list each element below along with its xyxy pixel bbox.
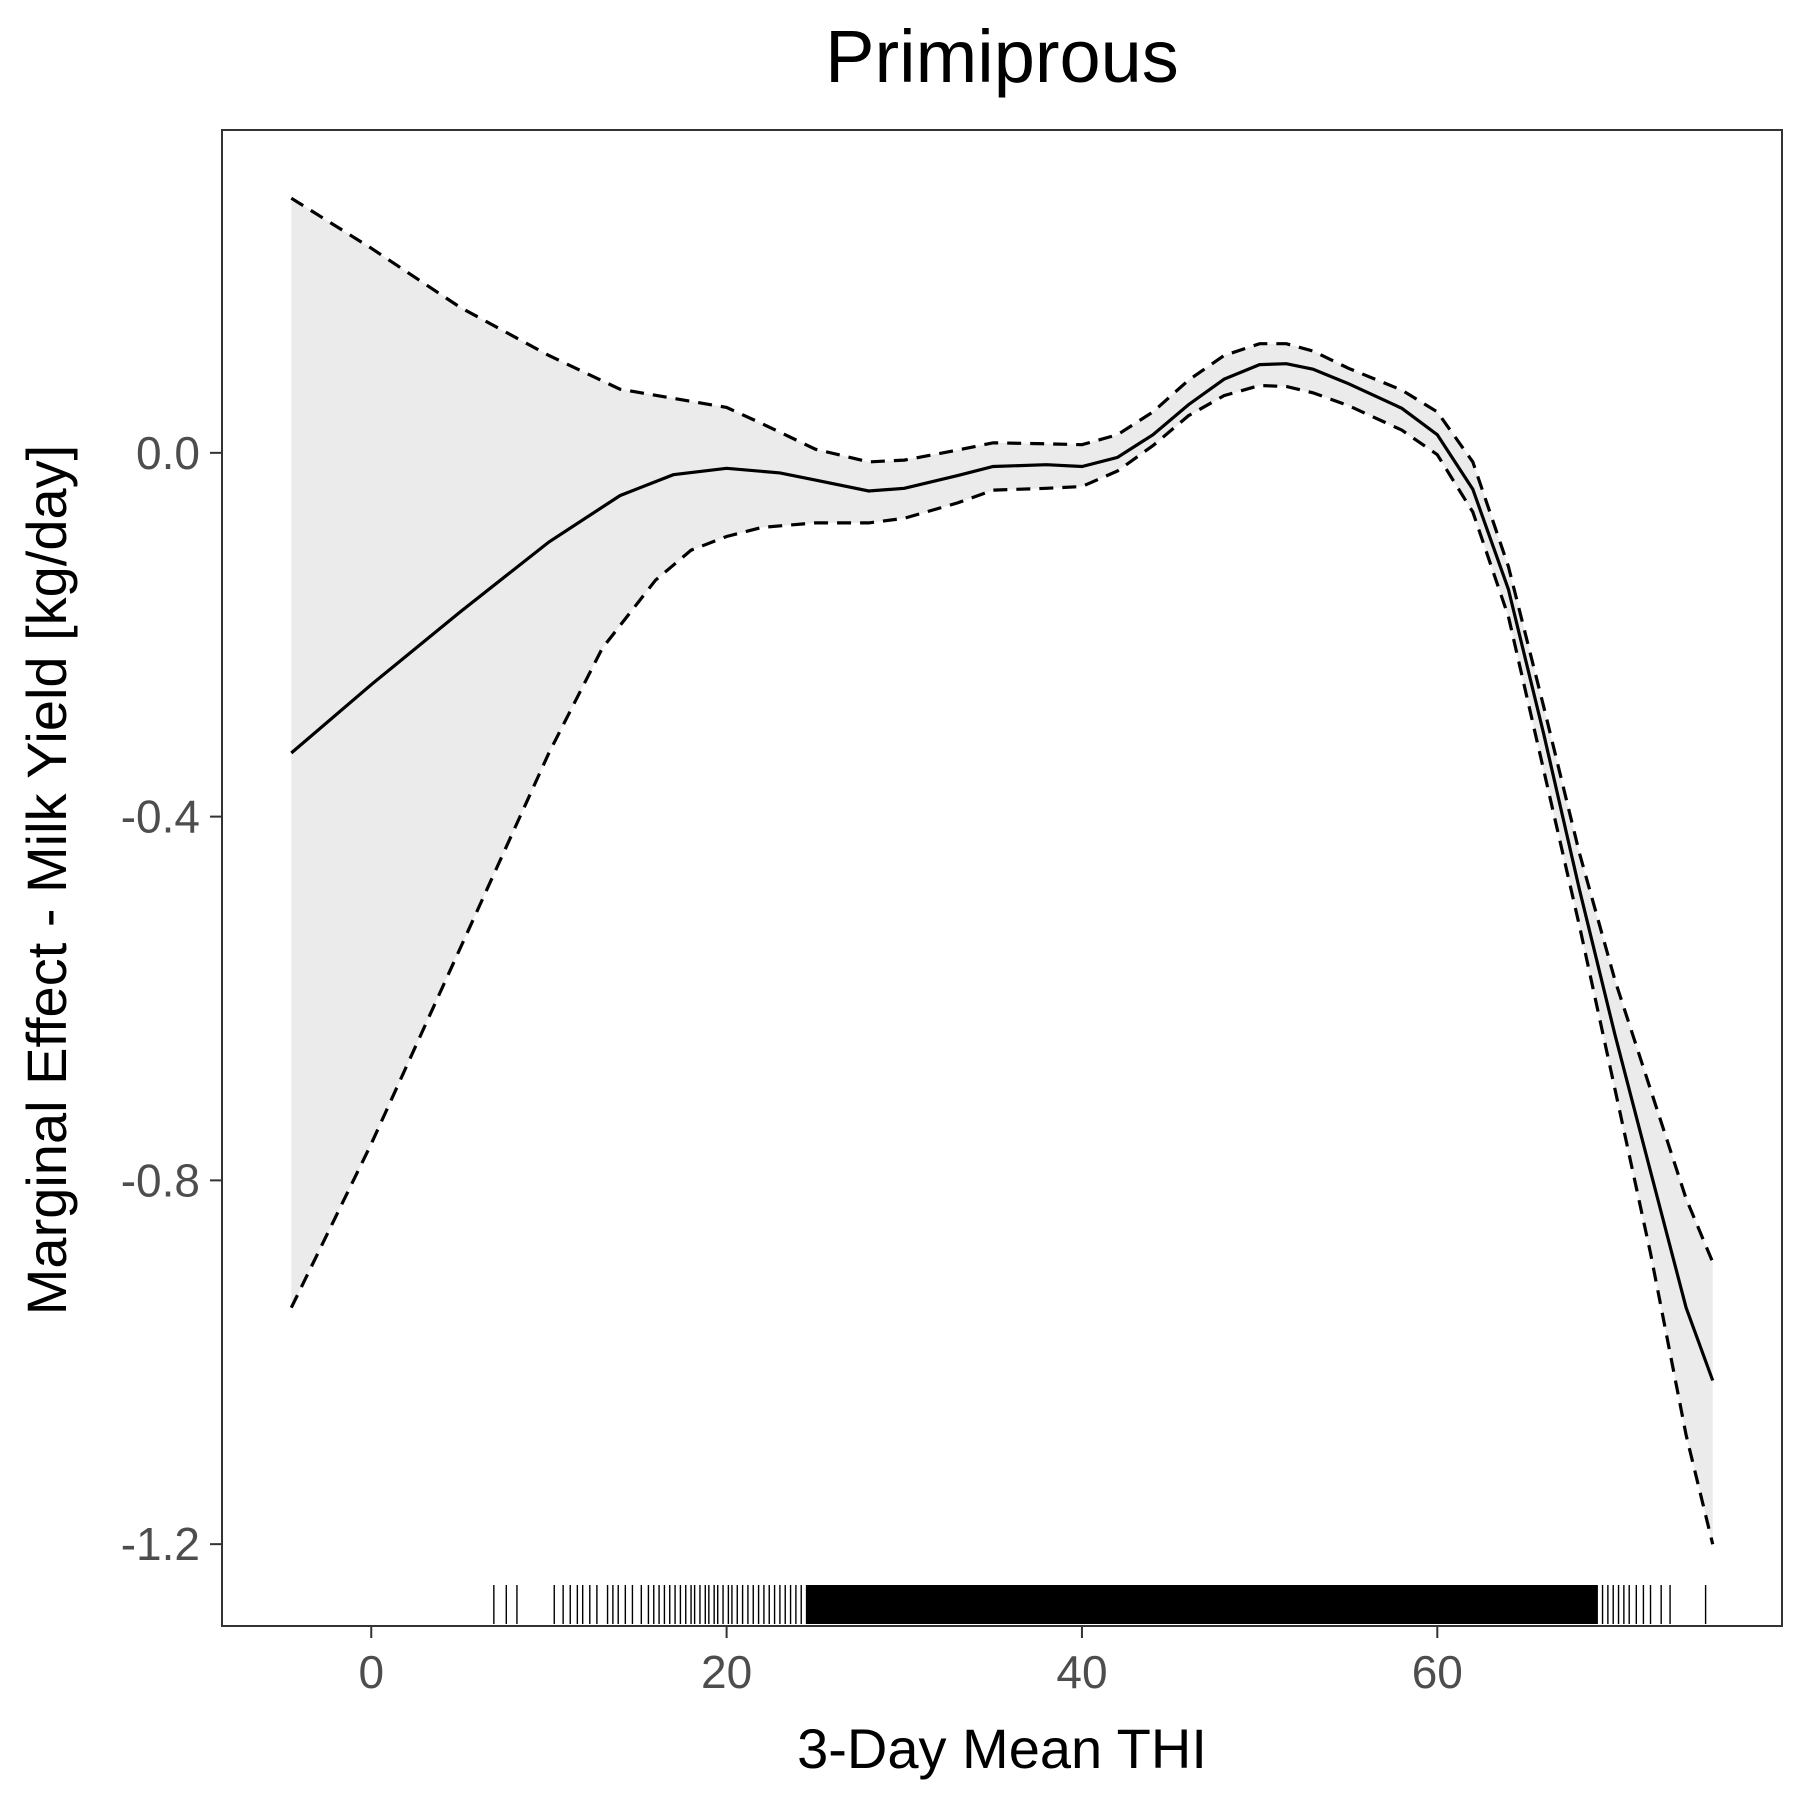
- rug-dense-band: [806, 1585, 1598, 1624]
- axes-layer: 0 20 40 60 0.0 -0.4 -0.8 -1.2: [121, 427, 1463, 1698]
- confidence-band: [291, 198, 1713, 1545]
- upper-bound-line: [290, 196, 1715, 1263]
- y-axis-title: Marginal Effect - Milk Yield [kg/day]: [15, 445, 78, 1315]
- y-tick-label: -0.8: [121, 1154, 200, 1206]
- x-tick-label: 20: [701, 1646, 752, 1698]
- x-tick-label: 40: [1056, 1646, 1107, 1698]
- x-axis-title: 3-Day Mean THI: [797, 1717, 1207, 1780]
- chart-title: Primiprous: [825, 15, 1179, 98]
- y-tick-label: 0.0: [136, 427, 200, 479]
- x-tick-label: 60: [1412, 1646, 1463, 1698]
- rug-marks-layer: [493, 1585, 1707, 1624]
- x-tick-label: 0: [358, 1646, 384, 1698]
- confidence-band-layer: [291, 198, 1713, 1545]
- y-tick-label: -0.4: [121, 791, 200, 843]
- marginal-effect-line: [290, 362, 1715, 1382]
- panel-border: [221, 129, 1783, 1627]
- y-tick-label: -1.2: [121, 1518, 200, 1570]
- series-lines-layer: [289, 196, 1715, 1545]
- lower-bound-line: [289, 383, 1715, 1545]
